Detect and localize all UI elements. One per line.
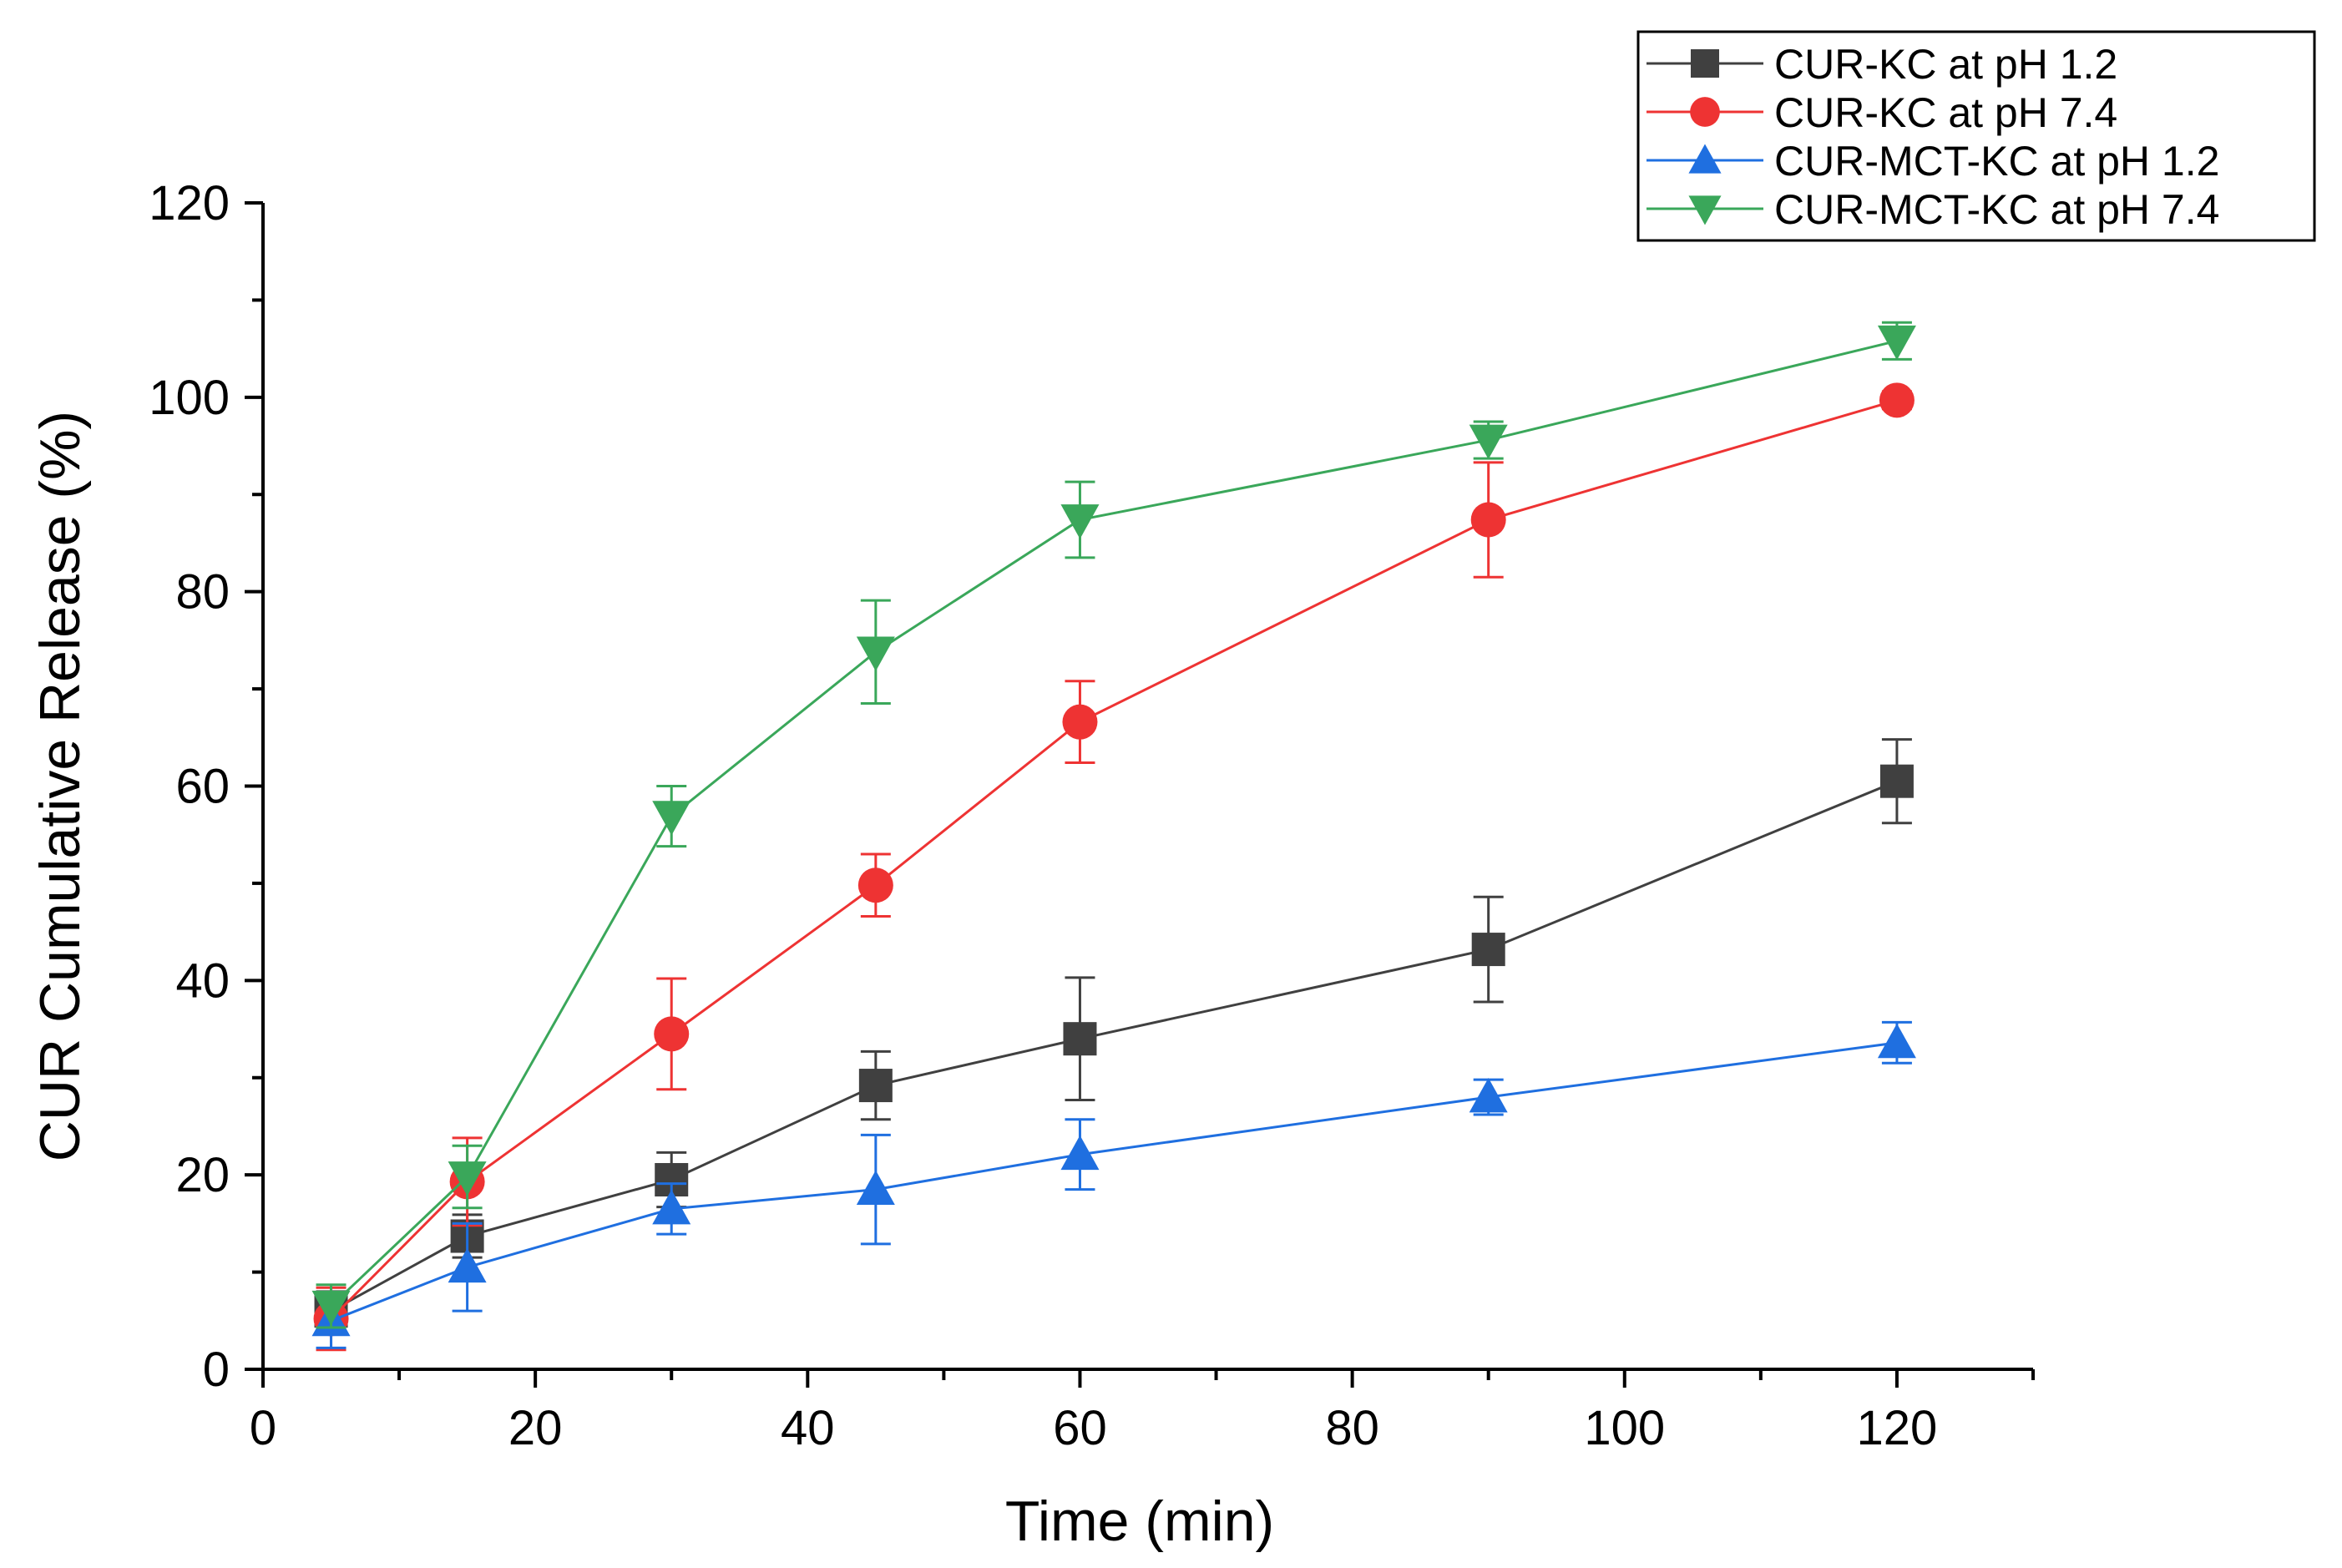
series-3-point [1060,1135,1100,1171]
legend-marker-1 [1691,49,1719,78]
x-tick-label: 80 [1325,1401,1379,1455]
y-tick-label: 100 [149,371,230,425]
series-1-point [1063,1022,1097,1056]
series-4-point [1060,504,1100,539]
y-axis-title: CUR Cumulative Release (%) [28,411,92,1161]
x-tick-label: 100 [1584,1401,1665,1455]
x-tick-label: 20 [508,1401,563,1455]
series-3-point [1469,1078,1508,1113]
series-2-point [857,867,893,903]
series-4-point [311,1290,351,1326]
series-2-point [654,1016,690,1052]
y-tick-label: 120 [149,176,230,230]
legend-label-4: CUR-MCT-KC at pH 7.4 [1774,186,2219,233]
x-tick-label: 0 [250,1401,276,1455]
series-2-line [330,398,1898,1320]
x-tick-label: 120 [1857,1401,1938,1455]
x-tick-label: 60 [1053,1401,1107,1455]
y-tick-label: 40 [175,953,230,1008]
y-tick-label: 60 [175,760,230,814]
x-axis-title: Time (min) [1005,1490,1274,1553]
series-4-point [856,636,895,671]
series-1-line [330,780,1898,1313]
legend-marker-3 [1688,144,1722,174]
series-4-point [448,1161,487,1196]
legend-label-3: CUR-MCT-KC at pH 1.2 [1774,138,2219,185]
series-2-point [1470,502,1506,538]
legend-box [1636,30,2316,242]
series-1-point [858,1069,893,1103]
legend-marker-2 [1690,97,1720,127]
y-tick-label: 0 [203,1343,230,1397]
legend-label-1: CUR-KC at pH 1.2 [1774,41,2117,88]
series-2-point [1062,704,1098,740]
series-3-point [652,1189,691,1225]
series-4-point [1469,424,1508,460]
y-tick-label: 80 [175,565,230,620]
series-3-line [330,1041,1898,1323]
series-1-point [1879,764,1914,798]
series-3-point [448,1247,487,1283]
x-tick-label: 40 [781,1401,835,1455]
series-4-point [1877,325,1916,361]
series-4-point [652,801,691,836]
series-4-line [330,339,1898,1308]
legend-label-2: CUR-KC at pH 7.4 [1774,89,2117,136]
legend-marker-4 [1688,195,1722,225]
series-2-point [1879,382,1915,418]
series-3-point [856,1170,895,1206]
series-3-point [1877,1023,1916,1059]
series-1-point [1471,933,1505,967]
y-tick-label: 20 [175,1148,230,1202]
